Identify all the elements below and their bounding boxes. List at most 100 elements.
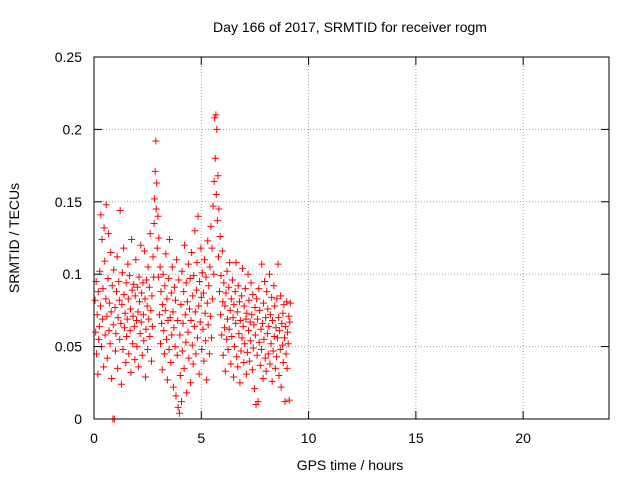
data-point bbox=[268, 377, 276, 385]
data-point bbox=[196, 277, 204, 285]
data-point bbox=[202, 273, 210, 281]
data-point bbox=[193, 259, 201, 267]
data-point bbox=[166, 235, 174, 243]
data-point bbox=[200, 357, 208, 365]
data-point bbox=[106, 340, 114, 348]
data-point bbox=[286, 299, 294, 307]
data-point bbox=[122, 359, 130, 367]
data-point bbox=[235, 330, 243, 338]
data-point bbox=[137, 318, 145, 326]
data-point bbox=[155, 234, 163, 242]
data-point bbox=[223, 267, 231, 275]
data-point bbox=[276, 345, 284, 353]
data-point bbox=[107, 248, 115, 256]
data-point bbox=[188, 341, 196, 349]
data-point bbox=[126, 327, 134, 335]
data-point bbox=[248, 311, 256, 319]
data-point bbox=[121, 309, 129, 317]
data-point bbox=[131, 292, 139, 300]
data-point bbox=[197, 293, 205, 301]
data-point bbox=[241, 340, 249, 348]
data-point bbox=[181, 241, 189, 249]
data-point bbox=[180, 288, 188, 296]
data-point bbox=[275, 314, 283, 322]
data-point bbox=[160, 327, 168, 335]
data-point bbox=[130, 280, 138, 288]
y-tick-label: 0.15 bbox=[55, 194, 82, 210]
data-point bbox=[124, 295, 132, 303]
data-point bbox=[138, 351, 146, 359]
data-point bbox=[129, 340, 137, 348]
data-point bbox=[217, 311, 225, 319]
data-point bbox=[233, 308, 241, 316]
data-point bbox=[132, 317, 140, 325]
data-point bbox=[173, 351, 181, 359]
data-point bbox=[229, 314, 237, 322]
data-point bbox=[196, 318, 204, 326]
data-point bbox=[148, 357, 156, 365]
data-point bbox=[267, 340, 275, 348]
data-point bbox=[285, 396, 293, 404]
data-point bbox=[104, 230, 112, 238]
data-point bbox=[198, 345, 206, 353]
data-point bbox=[178, 267, 186, 275]
data-point bbox=[108, 374, 116, 382]
data-point bbox=[116, 206, 124, 214]
data-point bbox=[141, 295, 149, 303]
data-point bbox=[145, 315, 153, 323]
data-point bbox=[91, 296, 99, 304]
data-point bbox=[127, 369, 135, 377]
data-point bbox=[205, 350, 213, 358]
data-point bbox=[211, 154, 219, 162]
data-point bbox=[212, 191, 220, 199]
data-point bbox=[135, 298, 143, 306]
data-point bbox=[244, 270, 252, 278]
data-point bbox=[94, 370, 102, 378]
data-point bbox=[184, 260, 192, 268]
y-tick-label: 0.05 bbox=[55, 339, 82, 355]
data-point bbox=[195, 302, 203, 310]
x-tick-label: 10 bbox=[301, 430, 317, 446]
data-point bbox=[159, 270, 167, 278]
data-point bbox=[257, 345, 265, 353]
data-point bbox=[180, 364, 188, 372]
data-point bbox=[172, 392, 180, 400]
data-point bbox=[214, 253, 222, 261]
data-point bbox=[229, 373, 237, 381]
data-point bbox=[203, 376, 211, 384]
data-point bbox=[139, 279, 147, 287]
data-point bbox=[205, 282, 213, 290]
data-point bbox=[198, 269, 206, 277]
data-point bbox=[103, 354, 111, 362]
data-point bbox=[271, 364, 279, 372]
data-point bbox=[126, 305, 134, 313]
data-point bbox=[98, 235, 106, 243]
data-point bbox=[172, 296, 180, 304]
data-point bbox=[96, 267, 104, 275]
data-point bbox=[173, 256, 181, 264]
data-point bbox=[210, 178, 218, 186]
x-tick-label: 5 bbox=[197, 430, 205, 446]
data-point bbox=[116, 335, 124, 343]
data-point bbox=[203, 299, 211, 307]
data-point bbox=[201, 309, 209, 317]
data-point bbox=[130, 322, 138, 330]
data-point bbox=[219, 298, 227, 306]
data-point bbox=[166, 314, 174, 322]
data-point bbox=[245, 296, 253, 304]
data-point bbox=[245, 327, 252, 335]
data-point bbox=[118, 269, 126, 277]
data-point bbox=[187, 379, 195, 387]
data-point bbox=[159, 301, 167, 309]
data-point bbox=[178, 398, 186, 406]
data-point bbox=[213, 125, 221, 133]
data-point bbox=[190, 322, 198, 330]
data-point bbox=[107, 308, 115, 316]
data-point bbox=[176, 331, 184, 339]
data-point bbox=[120, 290, 128, 298]
data-point bbox=[129, 312, 137, 320]
data-point bbox=[283, 364, 291, 372]
data-point bbox=[165, 275, 173, 283]
data-point bbox=[93, 311, 101, 319]
data-point bbox=[218, 331, 226, 339]
